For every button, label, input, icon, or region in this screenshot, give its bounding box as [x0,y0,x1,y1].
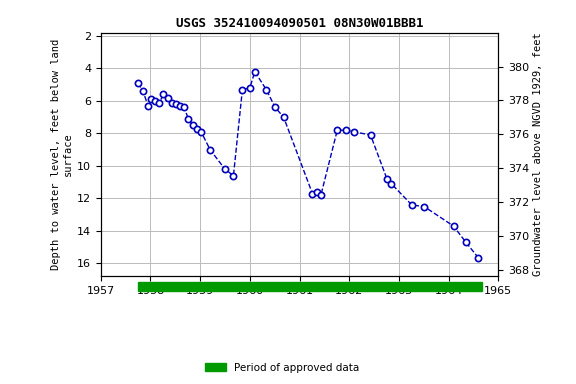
Y-axis label: Groundwater level above NGVD 1929, feet: Groundwater level above NGVD 1929, feet [533,33,543,276]
Legend: Period of approved data: Period of approved data [201,359,363,377]
Y-axis label: Depth to water level, feet below land
surface: Depth to water level, feet below land su… [51,39,73,270]
Title: USGS 352410094090501 08N30W01BBB1: USGS 352410094090501 08N30W01BBB1 [176,17,423,30]
